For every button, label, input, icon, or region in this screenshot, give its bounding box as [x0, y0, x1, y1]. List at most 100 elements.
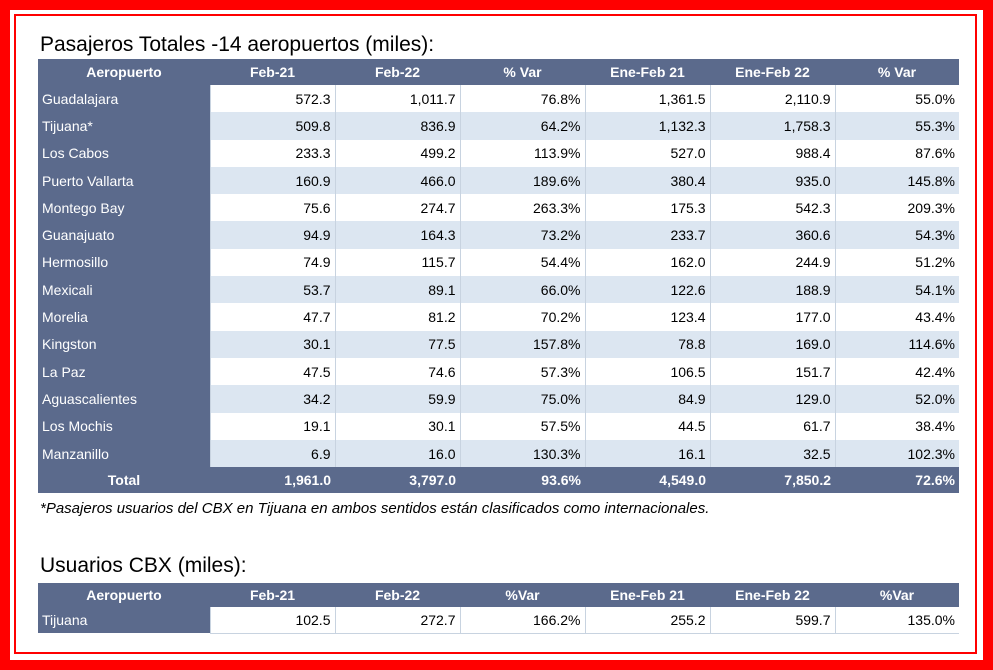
table-row: Aguascalientes 34.2 59.9 75.0% 84.9 129.0 52.0… [38, 385, 959, 413]
value-cell: 255.2 [584, 607, 710, 634]
value-cell: 43.4% [834, 303, 959, 331]
value-cell: 74.9 [209, 248, 335, 277]
value-cell: 64.2% [459, 112, 585, 140]
value-cell: 499.2 [334, 139, 460, 167]
value-cell: 115.7 [334, 248, 460, 277]
col-header: Feb-22 [335, 59, 460, 85]
value-cell: 53.7 [209, 276, 335, 304]
total-cell: 3,797.0 [335, 467, 460, 494]
value-cell: 145.8% [834, 166, 959, 195]
value-cell: 75.6 [209, 194, 335, 222]
value-cell: 52.0% [834, 385, 959, 413]
value-cell: 54.4% [459, 248, 585, 277]
value-cell: 54.3% [834, 221, 959, 249]
cbx-users-table: Aeropuerto Feb-21 Feb-22 %Var Ene-Feb 21… [38, 583, 959, 634]
value-cell: 542.3 [709, 194, 835, 222]
total-cell: 93.6% [460, 467, 585, 494]
value-cell: 30.1 [209, 330, 335, 358]
value-cell: 244.9 [709, 248, 835, 277]
value-cell: 160.9 [209, 166, 335, 195]
value-cell: 78.8 [584, 330, 710, 358]
value-cell: 599.7 [709, 607, 835, 634]
table-row: Montego Bay 75.6 274.7 263.3% 175.3 542.3 209.… [38, 194, 959, 222]
value-cell: 572.3 [209, 85, 335, 113]
col-header: Feb-21 [210, 583, 335, 607]
value-cell: 70.2% [459, 303, 585, 331]
col-header: Feb-22 [335, 583, 460, 607]
table-row: Guadalajara 572.3 1,011.7 76.8% 1,361.5 2,110… [38, 85, 959, 113]
col-header: %Var [460, 583, 585, 607]
value-cell: 102.5 [209, 607, 335, 634]
table-row: Hermosillo 74.9 115.7 54.4% 162.0 244.9 51.2% [38, 248, 959, 277]
airport-name-cell: Los Mochis [38, 412, 210, 440]
value-cell: 233.3 [209, 139, 335, 167]
airport-name-cell: Los Cabos [38, 139, 210, 167]
table-row: Los Mochis 19.1 30.1 57.5% 44.5 61.7 38.4% [38, 412, 959, 440]
value-cell: 55.3% [834, 112, 959, 140]
airport-name-cell: La Paz [38, 357, 210, 386]
value-cell: 935.0 [709, 166, 835, 195]
table-row: Kingston 30.1 77.5 157.8% 78.8 169.0 114.6% [38, 330, 959, 358]
total-label: Total [38, 467, 210, 494]
value-cell: 360.6 [709, 221, 835, 249]
value-cell: 94.9 [209, 221, 335, 249]
value-cell: 76.8% [459, 85, 585, 113]
value-cell: 75.0% [459, 385, 585, 413]
value-cell: 84.9 [584, 385, 710, 413]
value-cell: 34.2 [209, 385, 335, 413]
col-header: Ene-Feb 22 [710, 583, 835, 607]
value-cell: 162.0 [584, 248, 710, 277]
value-cell: 57.5% [459, 412, 585, 440]
value-cell: 19.1 [209, 412, 335, 440]
value-cell: 175.3 [584, 194, 710, 222]
value-cell: 54.1% [834, 276, 959, 304]
total-cell: 7,850.2 [710, 467, 835, 494]
value-cell: 1,361.5 [584, 85, 710, 113]
table-row: Tijuana 102.5 272.7 166.2% 255.2 599.7 135.0% [38, 607, 959, 634]
value-cell: 1,758.3 [709, 112, 835, 140]
col-header: Ene-Feb 21 [585, 59, 710, 85]
passengers-table: Aeropuerto Feb-21 Feb-22 % Var Ene-Feb 2… [38, 59, 959, 494]
value-cell: 209.3% [834, 194, 959, 222]
value-cell: 42.4% [834, 357, 959, 386]
col-header: Feb-21 [210, 59, 335, 85]
value-cell: 51.2% [834, 248, 959, 277]
total-cell: 4,549.0 [585, 467, 710, 494]
value-cell: 466.0 [334, 166, 460, 195]
table-header-row: Aeropuerto Feb-21 Feb-22 % Var Ene-Feb 2… [38, 59, 959, 85]
airport-name-cell: Morelia [38, 303, 210, 331]
value-cell: 263.3% [459, 194, 585, 222]
value-cell: 30.1 [334, 412, 460, 440]
footnote: *Pasajeros usuarios del CBX en Tijuana e… [40, 500, 710, 517]
value-cell: 47.5 [209, 357, 335, 386]
value-cell: 177.0 [709, 303, 835, 331]
airport-name-cell: Tijuana* [38, 112, 210, 140]
value-cell: 272.7 [334, 607, 460, 634]
airport-name-cell: Guadalajara [38, 85, 210, 113]
col-header: % Var [460, 59, 585, 85]
col-header: Ene-Feb 22 [710, 59, 835, 85]
value-cell: 16.0 [334, 439, 460, 468]
value-cell: 73.2% [459, 221, 585, 249]
value-cell: 38.4% [834, 412, 959, 440]
airport-name-cell: Manzanillo [38, 439, 210, 468]
value-cell: 77.5 [334, 330, 460, 358]
value-cell: 122.6 [584, 276, 710, 304]
col-header: Aeropuerto [38, 59, 210, 85]
value-cell: 55.0% [834, 85, 959, 113]
value-cell: 274.7 [334, 194, 460, 222]
value-cell: 135.0% [834, 607, 959, 634]
value-cell: 57.3% [459, 357, 585, 386]
value-cell: 16.1 [584, 439, 710, 468]
value-cell: 113.9% [459, 139, 585, 167]
value-cell: 32.5 [709, 439, 835, 468]
value-cell: 102.3% [834, 439, 959, 468]
value-cell: 164.3 [334, 221, 460, 249]
total-cell: 72.6% [835, 467, 959, 494]
section2-title: Usuarios CBX (miles): [40, 554, 247, 577]
table-row: Puerto Vallarta 160.9 466.0 189.6% 380.4 935.… [38, 166, 959, 195]
value-cell: 527.0 [584, 139, 710, 167]
value-cell: 836.9 [334, 112, 460, 140]
table-row: Los Cabos 233.3 499.2 113.9% 527.0 988.4 87.6% [38, 139, 959, 167]
value-cell: 47.7 [209, 303, 335, 331]
